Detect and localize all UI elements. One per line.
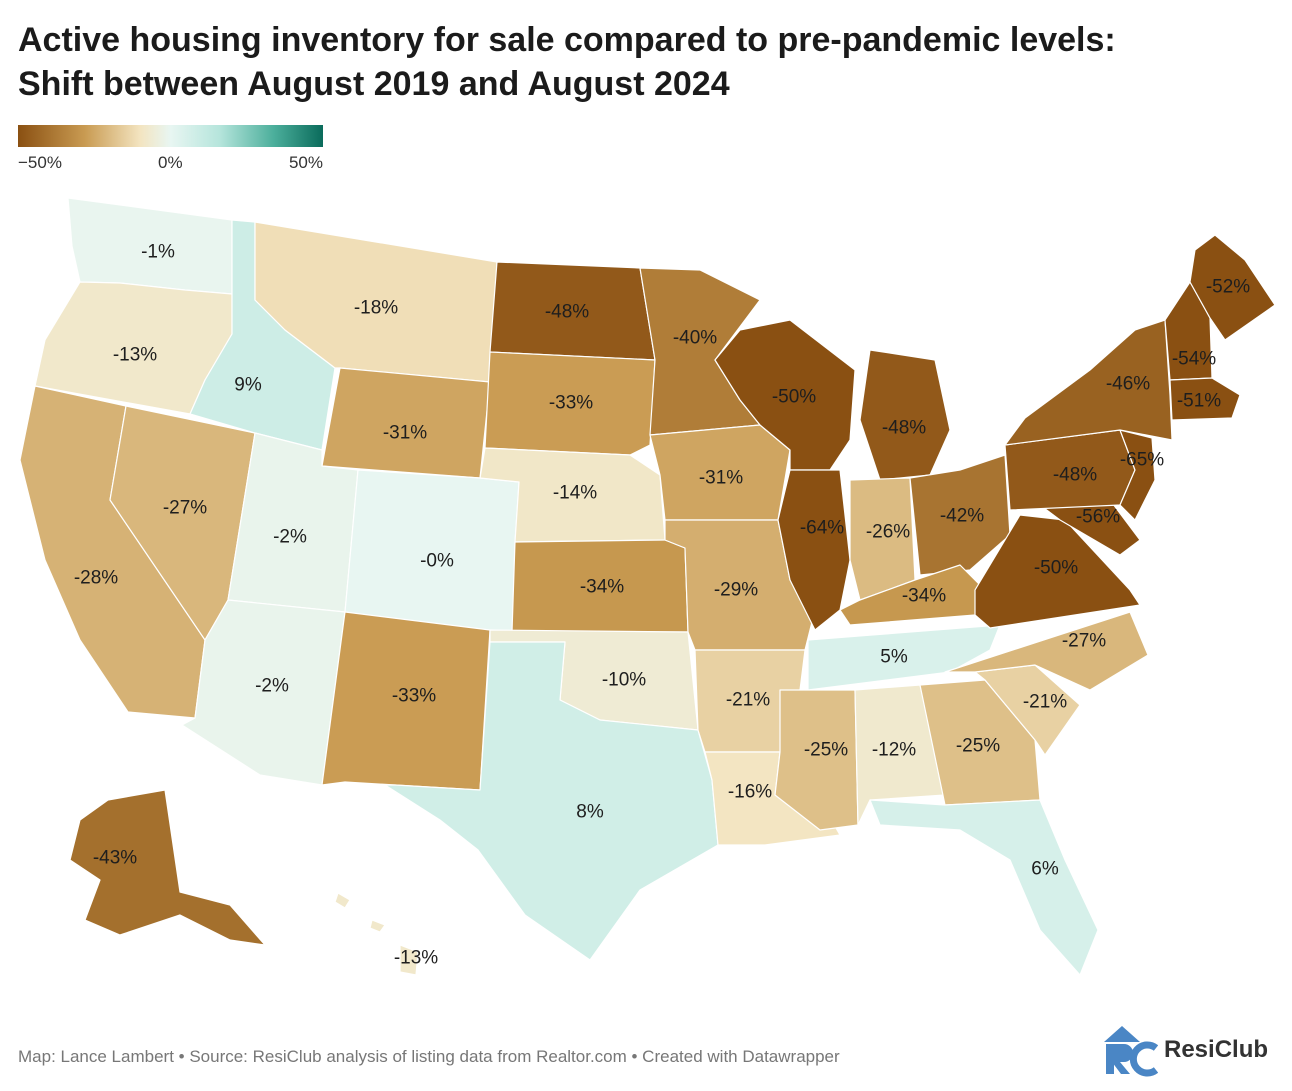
state-label-wyoming: -31%: [383, 423, 427, 444]
us-choropleth-map: -1% -13% -28% -27% 9% -18% -31% -2% -2% -0% -33% -4…: [19, 197, 1276, 976]
state-label-missouri: -29%: [714, 580, 758, 601]
state-label-texas: 8%: [576, 802, 604, 823]
state-label-north-carolina: -27%: [1062, 631, 1106, 652]
state-label-kansas: -34%: [580, 577, 624, 598]
state-label-indiana: -26%: [866, 522, 910, 543]
state-label-tennessee: 5%: [880, 647, 908, 668]
state-vermont-new-hampshire: [1164, 281, 1213, 381]
state-label-idaho: 9%: [234, 375, 262, 396]
state-label-arizona: -2%: [255, 676, 289, 697]
state-label-utah: -2%: [273, 527, 307, 548]
state-alaska: [69, 789, 266, 946]
state-label-new-mexico: -33%: [392, 686, 436, 707]
state-label-georgia: -25%: [956, 736, 1000, 757]
legend-max-label: 50%: [288, 153, 323, 172]
footer-credit: Map: Lance Lambert • Source: ResiClub an…: [18, 1047, 840, 1066]
state-georgia: [919, 679, 1041, 806]
state-label-kentucky: -34%: [902, 586, 946, 607]
state-kentucky: [839, 564, 986, 626]
state-label-illinois: -64%: [800, 518, 844, 539]
state-new-york: [1004, 319, 1173, 446]
state-alabama: [854, 684, 946, 826]
state-label-alabama: -12%: [872, 740, 916, 761]
state-label-washington: -1%: [141, 242, 175, 263]
state-label-new-jersey: -65%: [1120, 450, 1164, 471]
state-label-minnesota: -40%: [673, 328, 717, 349]
state-label-south-carolina: -21%: [1023, 692, 1067, 713]
legend-min-label: −50%: [18, 153, 62, 172]
state-label-maine: -52%: [1206, 277, 1250, 298]
state-label-montana: -18%: [354, 298, 398, 319]
state-label-south-dakota: -33%: [549, 393, 593, 414]
state-label-oregon: -13%: [113, 345, 157, 366]
state-label-nebraska: -14%: [553, 483, 597, 504]
state-label-iowa: -31%: [699, 468, 743, 489]
state-tennessee: [807, 624, 1001, 691]
state-label-virginia: -50%: [1034, 558, 1078, 579]
state-michigan: [859, 349, 951, 481]
state-label-vermont-new-hampshire: -54%: [1172, 349, 1216, 370]
state-maine: [1189, 234, 1276, 341]
chart-title: Active housing inventory for sale compar…: [18, 18, 1268, 106]
state-illinois: [777, 469, 851, 631]
resiclub-logo-text: ResiClub: [1164, 1036, 1269, 1063]
state-label-maryland: -56%: [1076, 507, 1120, 528]
state-massachusetts: [1169, 377, 1241, 421]
state-label-new-york: -46%: [1106, 374, 1150, 395]
state-south-dakota: [484, 351, 656, 456]
state-label-mississippi: -25%: [804, 740, 848, 761]
color-legend: −50% 0% 50%: [18, 125, 323, 175]
legend-gradient-bar: [18, 125, 323, 147]
state-label-pennsylvania: -48%: [1053, 465, 1097, 486]
state-label-colorado: -0%: [420, 551, 454, 572]
title-line-2: Shift between August 2019 and August 202…: [18, 65, 730, 103]
state-label-arkansas: -21%: [726, 690, 770, 711]
state-new-jersey: [1119, 429, 1156, 521]
state-north-carolina: [944, 611, 1149, 691]
state-label-massachusetts: -51%: [1177, 391, 1221, 412]
state-label-california: -28%: [74, 568, 118, 589]
state-label-north-dakota: -48%: [545, 302, 589, 323]
legend-mid-label: 0%: [158, 153, 183, 172]
state-florida: [869, 799, 1099, 976]
state-label-oklahoma: -10%: [602, 670, 646, 691]
state-label-ohio: -42%: [940, 506, 984, 527]
resiclub-logo: ResiClub: [1098, 1018, 1278, 1078]
state-label-alaska: -43%: [93, 848, 137, 869]
state-virginia: [974, 514, 1141, 629]
resiclub-logo-icon: [1104, 1026, 1159, 1077]
state-label-michigan: -48%: [882, 418, 926, 439]
state-label-hawaii: -13%: [394, 948, 438, 969]
state-label-nevada: -27%: [163, 498, 207, 519]
state-hawaii: [334, 892, 419, 976]
state-label-louisiana: -16%: [728, 782, 772, 803]
state-label-florida: 6%: [1031, 859, 1059, 880]
title-line-1: Active housing inventory for sale compar…: [18, 21, 1116, 59]
state-label-wisconsin: -50%: [772, 387, 816, 408]
state-texas: [384, 641, 719, 961]
